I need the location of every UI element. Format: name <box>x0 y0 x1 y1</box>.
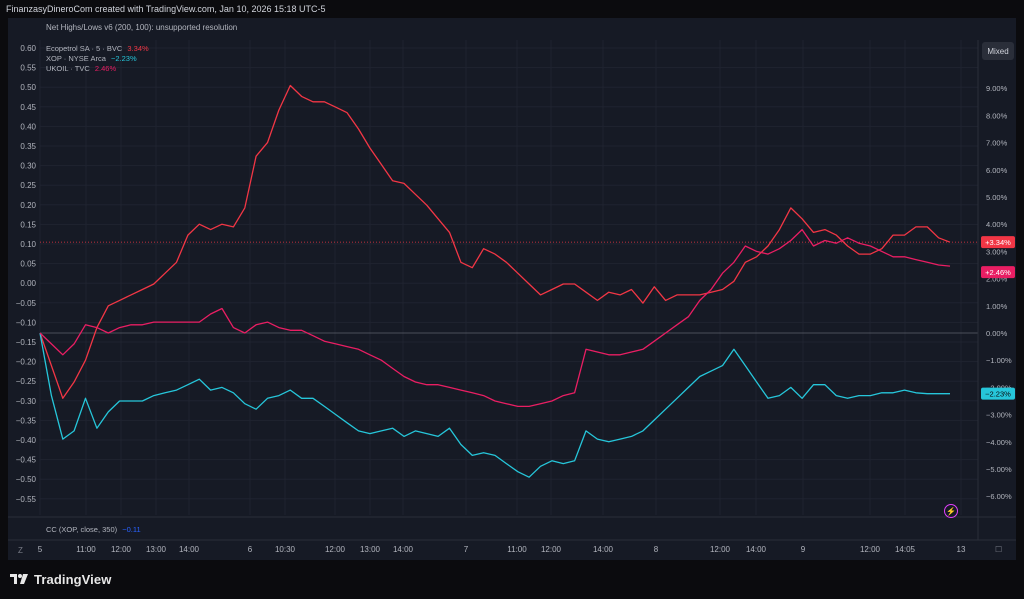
time-tick-label: 14:00 <box>746 545 767 554</box>
time-tick-label: 9 <box>801 545 806 554</box>
tradingview-logo-icon <box>10 574 28 584</box>
time-tick-label: 14:00 <box>593 545 614 554</box>
last-value-text: +3.34% <box>985 238 1011 247</box>
left-tick-label: 0.55 <box>20 64 36 73</box>
time-tick-label: 12:00 <box>325 545 346 554</box>
indicator-label: Net Highs/Lows v6 (200, 100): unsupporte… <box>46 23 238 32</box>
left-tick-label: −0.25 <box>16 377 37 386</box>
legend-item-ukoil[interactable]: UKOIL · TVC 2.46% <box>46 64 117 73</box>
grid-lines <box>8 40 1016 541</box>
series-lines <box>39 84 951 478</box>
brand-name: TradingView <box>34 571 112 587</box>
last-value-badge <box>981 266 1015 279</box>
tradingview-logo: TradingView <box>10 571 111 587</box>
bottom-pane-label: CC (XOP, close, 350) −0.11 <box>46 525 141 534</box>
right-tick-label: 8.00% <box>986 111 1008 120</box>
right-tick-label: 7.00% <box>986 139 1008 148</box>
zoom-nav-left[interactable]: Z <box>18 546 23 555</box>
right-tick-label: 0.00% <box>986 329 1008 338</box>
last-value-badge <box>981 236 1015 249</box>
time-tick-label: 11:00 <box>507 545 527 554</box>
series-line <box>39 84 951 399</box>
right-tick-label: −6.00% <box>986 492 1012 501</box>
legend-item-xop[interactable]: XOP · NYSE Arca −2.23% <box>46 54 137 63</box>
time-tick-label: 14:00 <box>179 545 200 554</box>
left-tick-label: −0.40 <box>16 436 37 445</box>
right-tick-label: 6.00% <box>986 166 1008 175</box>
time-tick-label: 6 <box>248 545 253 554</box>
time-tick-label: 12:00 <box>710 545 731 554</box>
legend-item-ecopetrol[interactable]: Ecopetrol SA · 5 · BVC 3.34% <box>46 44 149 53</box>
left-tick-label: 0.05 <box>20 260 36 269</box>
chart-frame <box>8 18 1016 560</box>
series-line <box>39 332 950 478</box>
left-tick-label: 0.30 <box>20 162 36 171</box>
zoom-nav-right[interactable]: ☐ <box>995 545 1003 554</box>
right-tick-label: 3.00% <box>986 247 1008 256</box>
time-tick-label: 12:00 <box>860 545 881 554</box>
last-value-labels: +3.34% +2.46% −2.23% <box>981 236 1015 400</box>
right-tick-label: −5.00% <box>986 465 1012 474</box>
attribution-bar: FinanzasyDineroCom created with TradingV… <box>0 0 1024 18</box>
left-tick-label: −0.45 <box>16 456 37 465</box>
right-tick-label: 4.00% <box>986 220 1008 229</box>
time-tick-label: 13:00 <box>360 545 381 554</box>
left-axis: 0.60 0.55 0.50 0.45 0.40 0.35 0.30 0.25 0.20 0.15… <box>16 44 37 504</box>
left-tick-label: −0.30 <box>16 397 37 406</box>
left-tick-label: 0.00 <box>20 279 36 288</box>
left-tick-label: −0.20 <box>16 358 37 367</box>
time-tick-label: 13:00 <box>146 545 167 554</box>
lightning-icon[interactable]: ⚡ <box>944 504 958 518</box>
last-value-badge <box>981 387 1015 400</box>
right-tick-label: 5.00% <box>986 193 1008 202</box>
left-tick-label: 0.20 <box>20 201 36 210</box>
right-tick-label: −3.00% <box>986 411 1012 420</box>
left-tick-label: 0.60 <box>20 44 36 53</box>
right-tick-label: −4.00% <box>986 438 1012 447</box>
left-tick-label: −0.05 <box>16 299 37 308</box>
time-tick-label: 5 <box>38 545 43 554</box>
series-line <box>39 228 951 408</box>
series-legend: Ecopetrol SA · 5 · BVC 3.34% XOP · NYSE … <box>46 44 149 74</box>
time-axis: 5 11:00 12:00 13:00 14:00 6 10:30 12:00 13:00 14:… <box>38 545 966 554</box>
left-tick-label: −0.35 <box>16 416 37 425</box>
left-tick-label: −0.15 <box>16 338 37 347</box>
right-tick-label: −1.00% <box>986 356 1012 365</box>
time-tick-label: 13 <box>957 545 966 554</box>
time-tick-label: 12:00 <box>541 545 562 554</box>
left-tick-label: −0.10 <box>16 318 37 327</box>
right-axis: 9.00% 8.00% 7.00% 6.00% 5.00% 4.00% 3.00% 2.00%… <box>986 84 1012 501</box>
scale-mode-button[interactable]: Mixed <box>982 42 1014 60</box>
last-value-text: +2.46% <box>985 268 1011 277</box>
time-tick-label: 14:00 <box>393 545 414 554</box>
time-tick-label: 14:05 <box>895 545 916 554</box>
left-tick-label: 0.40 <box>20 122 36 131</box>
left-tick-label: 0.25 <box>20 181 36 190</box>
left-tick-label: 0.15 <box>20 220 36 229</box>
left-tick-label: 0.35 <box>20 142 36 151</box>
footer <box>0 560 1024 599</box>
right-tick-label: 9.00% <box>986 84 1008 93</box>
left-tick-label: 0.45 <box>20 103 36 112</box>
attribution-text: FinanzasyDineroCom created with TradingV… <box>6 4 326 14</box>
right-tick-label: 2.00% <box>986 275 1008 284</box>
left-tick-label: −0.50 <box>16 475 37 484</box>
time-tick-label: 7 <box>464 545 469 554</box>
time-tick-label: 8 <box>654 545 659 554</box>
left-tick-label: −0.55 <box>16 495 37 504</box>
time-tick-label: 11:00 <box>76 545 96 554</box>
right-tick-label: 1.00% <box>986 302 1008 311</box>
time-tick-label: 10:30 <box>275 545 296 554</box>
last-value-text: −2.23% <box>985 390 1011 399</box>
time-tick-label: 12:00 <box>111 545 132 554</box>
left-tick-label: 0.10 <box>20 240 36 249</box>
left-tick-label: 0.50 <box>20 83 36 92</box>
